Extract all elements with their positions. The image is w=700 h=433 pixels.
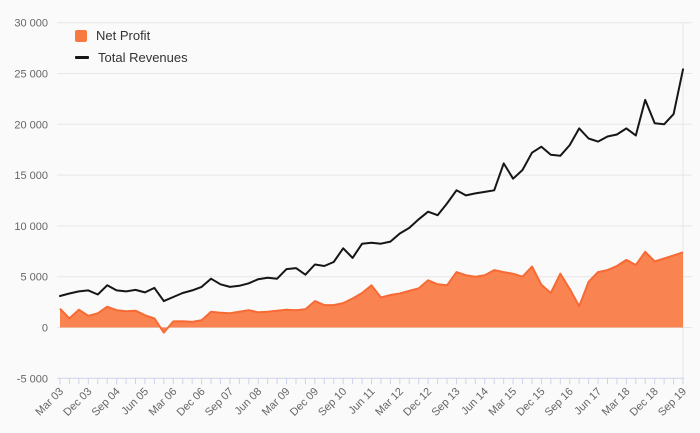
x-axis-label: Dec 15 bbox=[514, 386, 547, 419]
x-axis-label: Jun 11 bbox=[346, 386, 377, 417]
y-axis-label: 15 000 bbox=[14, 170, 48, 182]
y-axis-label: 25 000 bbox=[14, 69, 48, 81]
legend-label-net-profit: Net Profit bbox=[96, 28, 151, 43]
y-axis-label: -5 000 bbox=[17, 373, 48, 385]
x-axis-label: Jun 08 bbox=[232, 386, 264, 418]
x-axis-label: Dec 09 bbox=[288, 386, 321, 419]
y-axis-label: 5 000 bbox=[20, 272, 48, 284]
x-axis-label: Sep 04 bbox=[90, 386, 123, 419]
x-axis-label: Mar 03 bbox=[33, 386, 66, 419]
x-axis-label: Jun 05 bbox=[119, 386, 151, 418]
net-profit-swatch-icon bbox=[75, 29, 87, 42]
x-axis-label: Jun 14 bbox=[459, 386, 491, 418]
x-axis-label: Mar 18 bbox=[600, 386, 633, 419]
legend-item-total-revenues[interactable]: Total Revenues bbox=[75, 50, 188, 65]
y-axis-label: 30 000 bbox=[14, 18, 48, 30]
series-net-profit-outline bbox=[59, 250, 684, 334]
x-axis-label: Sep 16 bbox=[543, 386, 576, 419]
x-axis-label: Sep 13 bbox=[429, 386, 462, 419]
x-axis-label: Mar 12 bbox=[373, 386, 406, 419]
total-revenues-line-icon bbox=[75, 56, 89, 59]
series-net-profit-area bbox=[60, 251, 683, 333]
x-axis-label: Sep 19 bbox=[656, 386, 689, 419]
chart-legend: Net Profit Total Revenues bbox=[75, 28, 188, 65]
x-axis-label: Sep 07 bbox=[203, 386, 236, 419]
x-axis-label: Jun 17 bbox=[572, 386, 604, 418]
series-total-revenues-line bbox=[59, 68, 684, 303]
x-axis-label: Dec 12 bbox=[401, 386, 434, 419]
y-axis-label: 20 000 bbox=[14, 119, 48, 131]
x-axis-label: Dec 06 bbox=[175, 386, 208, 419]
x-axis-label: Dec 18 bbox=[628, 386, 661, 419]
x-axis-label: Mar 06 bbox=[147, 386, 180, 419]
x-axis-label: Mar 15 bbox=[487, 386, 520, 419]
y-axis-label: 0 bbox=[42, 323, 48, 335]
x-axis-label: Mar 09 bbox=[260, 386, 293, 419]
x-axis-label: Dec 03 bbox=[61, 386, 94, 419]
legend-item-net-profit[interactable]: Net Profit bbox=[75, 28, 188, 43]
legend-label-total-revenues: Total Revenues bbox=[98, 50, 188, 65]
x-axis-label: Sep 10 bbox=[316, 386, 349, 419]
y-axis-label: 10 000 bbox=[14, 221, 48, 233]
